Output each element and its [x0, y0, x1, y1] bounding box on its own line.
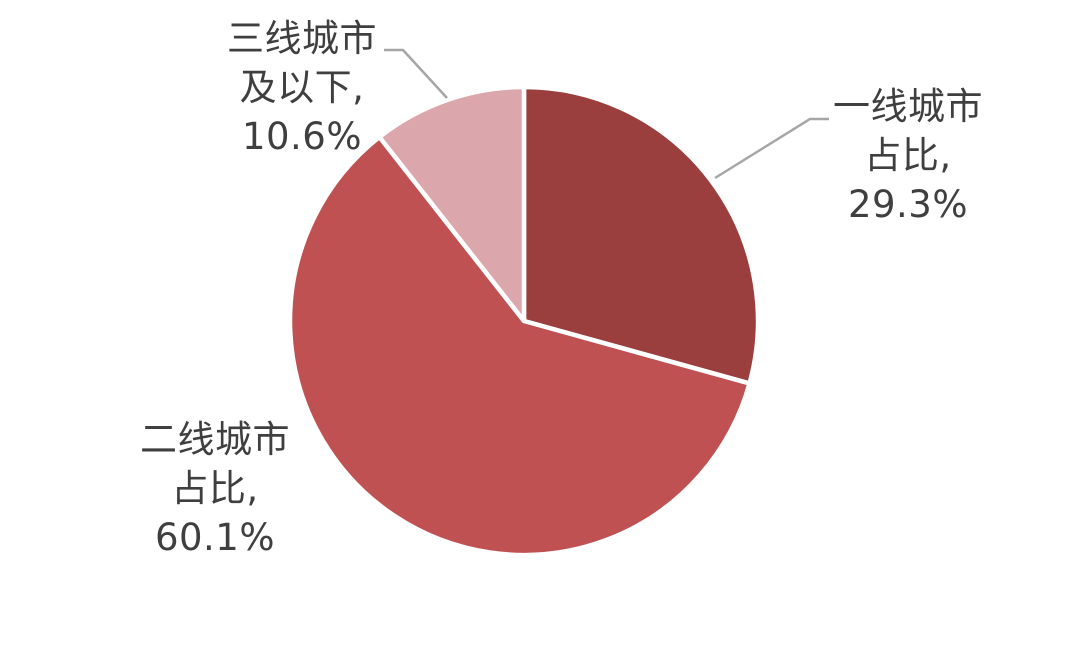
data-label-line: 占比, [171, 467, 259, 510]
data-label-line: 二线城市 [140, 418, 290, 461]
data-label-first-tier: 一线城市 占比, 29.3% [783, 82, 1033, 229]
data-label-line: 三线城市 [227, 17, 377, 60]
leader-line-first-tier [714, 117, 829, 180]
pie-slices [287, 84, 761, 558]
data-label-line: 及以下, [239, 66, 365, 109]
data-label-line: 占比, [864, 134, 952, 177]
data-label-value: 60.1% [154, 516, 276, 559]
pie-slice-三线城市及以下 [377, 84, 527, 324]
data-label-value: 10.6% [241, 115, 363, 158]
data-label-value: 29.3% [847, 183, 969, 226]
leader-line-third-tier [384, 48, 448, 99]
data-label-second-tier: 二线城市 占比, 60.1% [90, 415, 340, 562]
data-label-line: 一线城市 [833, 85, 983, 128]
pie-slice-二线城市占比 [287, 134, 752, 558]
pie-slice-一线城市占比 [521, 84, 761, 386]
data-label-third-tier: 三线城市 及以下, 10.6% [177, 14, 427, 161]
